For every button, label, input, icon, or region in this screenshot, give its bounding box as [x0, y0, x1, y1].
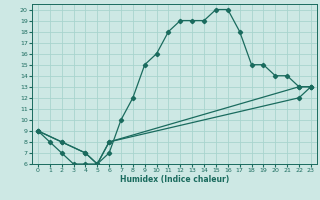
X-axis label: Humidex (Indice chaleur): Humidex (Indice chaleur): [120, 175, 229, 184]
